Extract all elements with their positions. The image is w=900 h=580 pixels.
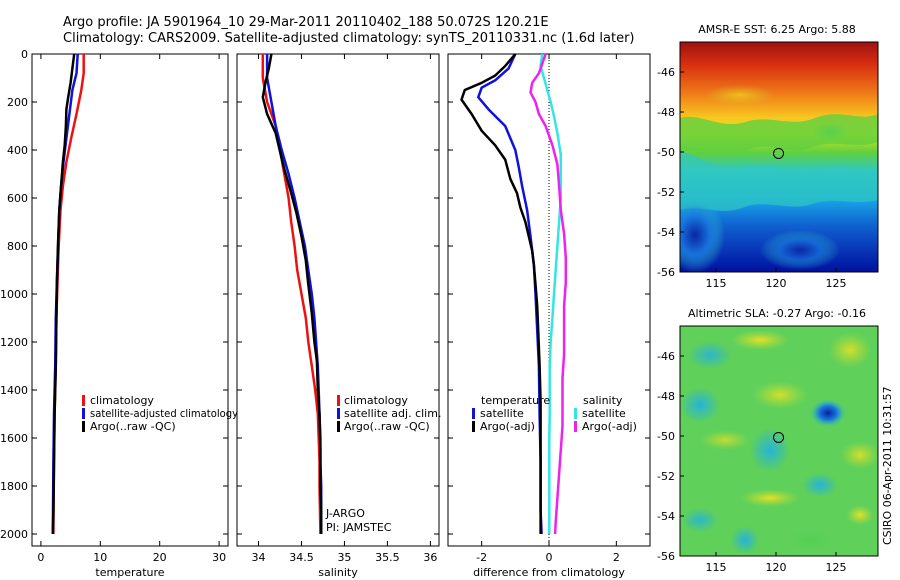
- legend-label-temp-satellite: satellite: [480, 407, 524, 420]
- map-y-tick-label: -50: [657, 430, 675, 443]
- map-y-tick-label: -50: [657, 146, 675, 159]
- sla-map-title: Altimetric SLA: -0.27 Argo: -0.16: [688, 307, 866, 320]
- legend-label-satellite: satellite adj. clim.: [344, 407, 441, 420]
- map-y-tick-label: -52: [657, 470, 675, 483]
- argo-location-marker: [773, 431, 785, 443]
- sla-map-axes: 115 120 125 -46 -48 -50 -52 -54 -56: [657, 350, 846, 574]
- map-y-tick-label: -46: [657, 66, 675, 79]
- x-tick-label: 34.5: [289, 551, 314, 564]
- sst-map-image: [680, 42, 878, 272]
- x-tick-label: 0: [37, 551, 44, 564]
- legend-swatch-temp-satellite: [472, 408, 475, 419]
- series-line: [460, 53, 542, 534]
- y-tick-label: 400: [7, 144, 28, 157]
- difference-legend: temperature satellite Argo(-adj) salinit…: [472, 394, 637, 433]
- y-tick-label: 200: [7, 96, 28, 109]
- x-tick-label: 34: [251, 551, 265, 564]
- series-line: [265, 54, 323, 534]
- figure-title-line1: Argo profile: JA 5901964_10 29-Mar-2011 …: [63, 15, 549, 30]
- sla-map-frame: [679, 325, 879, 557]
- y-tick-label: 2000: [0, 528, 28, 541]
- x-tick-label: 10: [93, 551, 107, 564]
- y-tick-label: 1400: [0, 384, 28, 397]
- sst-map-frame: [679, 41, 879, 273]
- argo-location-marker: [773, 147, 785, 159]
- series-line: [529, 53, 568, 535]
- credit-text: CSIRO 06-Apr-2011 10:31:57: [881, 386, 894, 545]
- map-x-tick-label: 125: [826, 277, 847, 290]
- map-y-tick-label: -54: [657, 510, 675, 523]
- x-tick-label: 36: [423, 551, 437, 564]
- plot-frame: [31, 53, 229, 547]
- figure-title-line2: Climatology: CARS2009. Satellite-adjuste…: [63, 31, 635, 46]
- temperature-panel: 0 10 20 30 0 200 400 600 800 1000 1200 1400 1600 1800…: [0, 48, 229, 579]
- map-y-tick-label: -48: [657, 390, 675, 403]
- map-y-tick-label: -52: [657, 186, 675, 199]
- legend-swatch-argo: [337, 421, 340, 432]
- x-axis-label: difference from climatology: [473, 566, 625, 579]
- map-x-tick-label: 120: [766, 277, 787, 290]
- y-tick-label: 600: [7, 192, 28, 205]
- series-line: [477, 53, 543, 535]
- y-tick-label: 1000: [0, 288, 28, 301]
- legend-swatch-argo: [82, 421, 85, 432]
- legend-swatch-climatology: [82, 395, 85, 406]
- y-tick-label: 1800: [0, 480, 28, 493]
- sla-map-image: [680, 326, 878, 556]
- legend-label-climatology: climatology: [344, 394, 408, 407]
- series-line: [539, 53, 563, 534]
- salinity-panel: 34 34.5 35 35.5 36 salinity: [236, 53, 440, 579]
- y-tick-label: 0: [21, 48, 28, 61]
- difference-panel: -2 0 2 difference from climatology: [447, 53, 651, 579]
- x-axis-label: temperature: [95, 566, 164, 579]
- map-y-tick-label: -54: [657, 226, 675, 239]
- y-tick-label: 1600: [0, 432, 28, 445]
- plot-frame: [236, 53, 440, 547]
- y-tick-label: 800: [7, 240, 28, 253]
- x-tick-label: 2: [613, 551, 620, 564]
- y-tick-label: 1200: [0, 336, 28, 349]
- x-tick-label: 35: [337, 551, 351, 564]
- x-tick-label: 20: [153, 551, 167, 564]
- map-y-tick-label: -46: [657, 350, 675, 363]
- x-tick-label: 30: [212, 551, 226, 564]
- map-y-tick-label: -56: [657, 550, 675, 563]
- sst-map-axes: 115 120 125 -46 -48 -50 -52 -54 -56: [657, 66, 846, 290]
- legend-label-sal-satellite: satellite: [582, 407, 626, 420]
- sst-map-title: AMSR-E SST: 6.25 Argo: 5.88: [698, 23, 856, 36]
- salinity-legend: climatology satellite adj. clim. Argo(..…: [325, 394, 441, 534]
- map-x-tick-label: 120: [766, 561, 787, 574]
- x-axis-label: salinity: [318, 566, 358, 579]
- legend-swatch-temp-argo: [472, 421, 475, 432]
- series-line: [261, 53, 323, 534]
- legend-label-satellite: satellite-adjusted climatology: [90, 407, 238, 420]
- x-tick-label: -2: [476, 551, 487, 564]
- map-y-tick-label: -56: [657, 266, 675, 279]
- map-x-tick-label: 115: [706, 561, 727, 574]
- map-x-tick-label: 125: [826, 561, 847, 574]
- legend-swatch-sal-satellite: [574, 408, 577, 419]
- legend-swatch-climatology: [337, 395, 340, 406]
- legend-group-salinity: salinity: [583, 394, 623, 407]
- temperature-legend: climatology satellite-adjusted climatolo…: [82, 394, 238, 433]
- map-y-tick-label: -48: [657, 106, 675, 119]
- legend-label-temp-argo: Argo(-adj): [480, 420, 535, 433]
- map-x-tick-label: 115: [706, 277, 727, 290]
- x-tick-label: 35.5: [375, 551, 400, 564]
- legend-label-sal-argo: Argo(-adj): [582, 420, 637, 433]
- legend-label-argo: Argo(..raw -QC): [90, 420, 176, 433]
- legend-swatch-satellite: [82, 408, 85, 419]
- x-tick-label: 0: [546, 551, 553, 564]
- legend-group-temperature: temperature: [481, 394, 550, 407]
- program-annotation: J-ARGO: [325, 507, 365, 520]
- legend-swatch-satellite: [337, 408, 340, 419]
- legend-label-climatology: climatology: [90, 394, 154, 407]
- legend-swatch-sal-argo: [574, 421, 577, 432]
- series-line: [51, 53, 76, 535]
- pi-annotation: PI: JAMSTEC: [326, 521, 392, 534]
- legend-label-argo: Argo(..raw -QC): [344, 420, 430, 433]
